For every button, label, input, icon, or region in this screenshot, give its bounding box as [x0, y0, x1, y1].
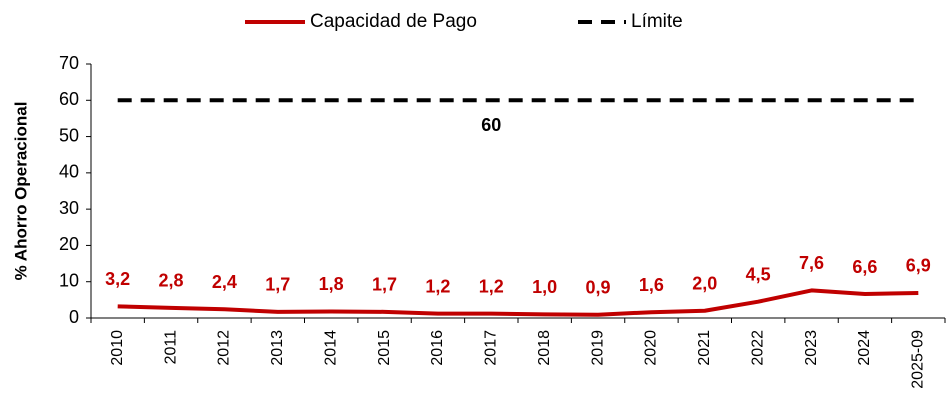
x-tick-label: 2022 — [749, 330, 766, 366]
x-tick-label: 2015 — [376, 330, 393, 366]
y-tick-label: 40 — [59, 162, 79, 182]
y-tick-label: 50 — [59, 125, 79, 145]
legend-label: Límite — [631, 11, 683, 32]
x-tick-label: 2014 — [322, 330, 339, 366]
x-tick-label: 2016 — [429, 330, 446, 366]
x-tick-label: 2018 — [536, 330, 553, 366]
series-line — [117, 288, 919, 317]
data-label: 2,4 — [212, 272, 237, 292]
y-axis-label: % Ahorro Operacional — [11, 102, 30, 281]
data-label: 0,9 — [586, 277, 611, 297]
x-tick-label: 2013 — [269, 330, 286, 366]
x-tick-label: 2010 — [109, 330, 126, 366]
data-label: 4,5 — [746, 264, 771, 284]
x-tick-label: 2012 — [216, 330, 233, 366]
x-tick-label: 2020 — [643, 330, 660, 366]
legend-label: Capacidad de Pago — [310, 11, 477, 32]
data-label: 1,6 — [639, 275, 664, 295]
data-label: 3,2 — [105, 269, 130, 289]
x-tick-label: 2019 — [589, 330, 606, 366]
data-label: 1,7 — [265, 275, 290, 295]
data-label: 1,7 — [372, 275, 397, 295]
x-tick-label: 2024 — [856, 330, 873, 366]
y-tick-label: 0 — [69, 307, 79, 327]
data-label: 6,6 — [852, 257, 877, 277]
data-label: 7,6 — [799, 253, 824, 273]
data-label: 1,8 — [319, 274, 344, 294]
y-tick-label: 10 — [59, 270, 79, 290]
y-tick-label: 70 — [59, 53, 79, 73]
x-tick-label: 2017 — [483, 330, 500, 366]
data-label: 1,0 — [532, 277, 557, 297]
x-tick-label: 2011 — [162, 330, 179, 365]
data-label: 1,2 — [425, 276, 450, 296]
data-label: 6,9 — [906, 256, 931, 276]
y-tick-label: 20 — [59, 234, 79, 254]
x-tick-label: 2021 — [696, 330, 713, 366]
y-tick-label: 30 — [59, 198, 79, 218]
data-label: 60 — [481, 115, 501, 135]
y-tick-label: 60 — [59, 89, 79, 109]
data-label: 2,8 — [159, 271, 184, 291]
data-label: 1,2 — [479, 276, 504, 296]
x-tick-label: 2023 — [803, 330, 820, 366]
data-label: 2,0 — [692, 273, 717, 293]
x-tick-label: 2025-09 — [910, 330, 927, 389]
